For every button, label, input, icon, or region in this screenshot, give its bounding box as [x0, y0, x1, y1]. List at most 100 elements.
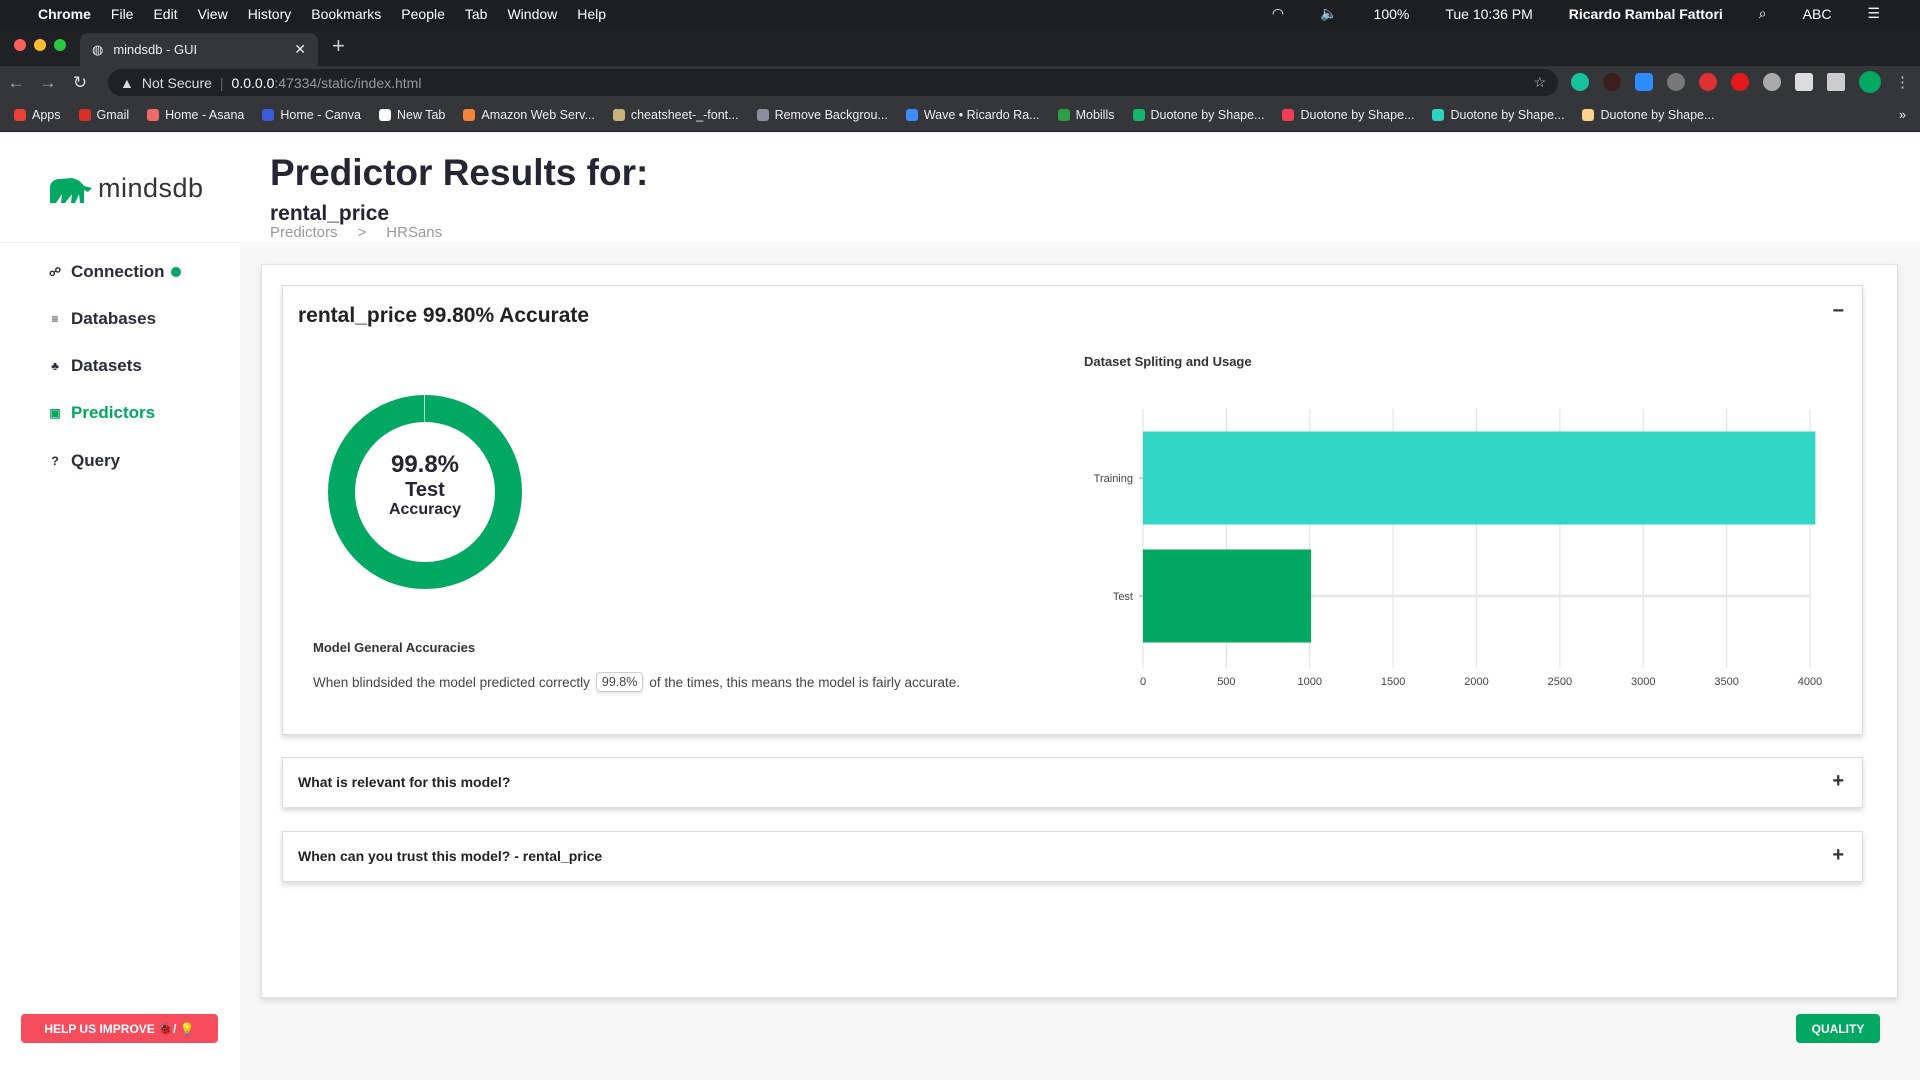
bookmark-favicon-icon [14, 109, 26, 121]
todoist-extension-icon[interactable] [1699, 73, 1717, 91]
extension-icon[interactable] [1667, 73, 1685, 91]
zoom-extension-icon[interactable] [1635, 73, 1653, 91]
expand-icon[interactable]: + [1832, 770, 1844, 792]
bookmark-favicon-icon [756, 109, 769, 121]
more-bookmarks-icon[interactable]: » [1899, 108, 1906, 122]
chrome-menu-icon[interactable]: ⋮ [1895, 74, 1910, 91]
puzzle-icon[interactable] [1795, 73, 1813, 91]
donut-arc [328, 395, 522, 589]
sidebar-item-label: Connection [71, 262, 165, 281]
bookmark-item[interactable]: Duotone by Shape... [1432, 108, 1564, 122]
extension-icon[interactable] [1763, 73, 1781, 91]
bookmark-favicon-icon [905, 109, 918, 121]
bookmark-item[interactable]: New Tab [378, 108, 446, 122]
maximize-window-button[interactable] [54, 39, 66, 51]
input-source[interactable]: ABC [1802, 5, 1832, 22]
bookmarks-bar: Apps Gmail Home - Asana Home - Canva New Tab… [0, 99, 1920, 132]
menu-app[interactable]: Chrome [38, 5, 91, 22]
sidebar-item-predictors[interactable]: ▣ Predictors [49, 403, 155, 423]
accordion-relevance[interactable]: What is relevant for this model? + [282, 757, 1863, 808]
accordion-trust[interactable]: When can you trust this model? - rental_… [282, 831, 1863, 882]
close-window-button[interactable] [14, 39, 26, 51]
tab-strip: ◍ mindsdb - GUI ✕ + [0, 27, 1920, 66]
menu-tab[interactable]: Tab [464, 5, 488, 22]
forward-icon[interactable]: → [39, 72, 57, 92]
y-category-label: Training [1094, 473, 1133, 485]
clock[interactable]: Tue 10:36 PM [1445, 5, 1533, 22]
sentence-post: of the times, this means the model is fa… [649, 674, 960, 690]
spotlight-icon[interactable]: ⌕ [1758, 5, 1767, 21]
expand-icon[interactable]: + [1832, 844, 1844, 866]
bookmark-item[interactable]: Duotone by Shape... [1132, 108, 1264, 122]
database-icon: ≡ [51, 312, 59, 326]
sidebar-item-label: Predictors [71, 403, 156, 422]
accuracy-pill: 99.8% [595, 672, 644, 692]
bookmark-item[interactable]: Duotone by Shape... [1582, 108, 1714, 122]
minimize-window-button[interactable] [34, 39, 46, 51]
menu-file[interactable]: File [110, 5, 134, 22]
tab-mindsdb[interactable]: ◍ mindsdb - GUI ✕ [80, 33, 318, 66]
logo-text: mindsdb [98, 173, 204, 203]
bookmark-item[interactable]: cheatsheet-_-font... [612, 108, 739, 122]
x-tick-label: 3500 [1714, 676, 1738, 688]
bookmark-label: Duotone by Shape... [1450, 108, 1565, 122]
extension-icon[interactable] [1603, 73, 1621, 91]
close-tab-icon[interactable]: ✕ [294, 41, 306, 57]
sidebar-item-query[interactable]: ? Query [49, 451, 120, 471]
bookmark-label: Home - Canva [280, 108, 361, 122]
sidebar-item-databases[interactable]: ≡ Databases [49, 309, 156, 329]
question-icon: ? [51, 454, 59, 468]
media-icon[interactable] [1827, 73, 1845, 91]
donut-line1: Test [405, 479, 445, 501]
profile-avatar[interactable] [1859, 71, 1881, 93]
mindsdb-logo[interactable]: mindsdb [48, 173, 204, 204]
menu-bookmarks[interactable]: Bookmarks [311, 5, 382, 22]
grammarly-extension-icon[interactable] [1571, 73, 1589, 91]
bookmark-item[interactable]: Duotone by Shape... [1282, 108, 1414, 122]
bookmark-item[interactable]: Amazon Web Serv... [463, 108, 595, 122]
breadcrumb-predictors[interactable]: Predictors [270, 224, 338, 241]
predictor-name: rental_price [270, 202, 390, 225]
x-tick-label: 2500 [1548, 676, 1572, 688]
help-us-improve-button[interactable]: HELP US IMPROVE 🐞/ 💡 [21, 1014, 218, 1043]
collapse-icon[interactable]: − [1832, 300, 1844, 322]
battery-status[interactable]: 100% [1373, 5, 1410, 22]
bookmark-item[interactable]: Home - Canva [262, 108, 361, 122]
menu-edit[interactable]: Edit [153, 5, 178, 22]
quality-button[interactable]: QUALITY [1796, 1014, 1880, 1043]
bookmark-item[interactable]: Remove Backgrou... [756, 108, 888, 122]
menu-view[interactable]: View [197, 5, 228, 22]
bookmark-item[interactable]: Home - Asana [147, 108, 244, 122]
sidebar-item-label: Query [71, 451, 121, 470]
menu-window[interactable]: Window [507, 5, 558, 22]
menu-help[interactable]: Help [577, 5, 607, 22]
bookmark-item[interactable]: Gmail [78, 108, 129, 122]
x-tick-label: 4000 [1798, 676, 1822, 688]
notification-center-icon[interactable]: ☰ [1867, 5, 1880, 21]
wifi-icon[interactable]: ◠ [1271, 5, 1285, 21]
url-input[interactable]: ▲ Not Secure | 0.0.0.0:47334/static/inde… [108, 69, 1558, 96]
bookmark-item[interactable]: Apps [14, 108, 61, 122]
bookmark-item[interactable]: Wave • Ricardo Ra... [905, 108, 1040, 122]
adblock-extension-icon[interactable] [1731, 73, 1749, 91]
bookmark-label: Mobills [1075, 108, 1115, 122]
new-tab-button[interactable]: + [332, 33, 345, 58]
reload-icon[interactable]: ↻ [72, 72, 88, 92]
user-name[interactable]: Ricardo Rambal Fattori [1568, 5, 1723, 22]
bookmark-label: New Tab [396, 108, 446, 122]
menu-history[interactable]: History [247, 5, 292, 22]
sidebar-item-label: Databases [71, 309, 157, 328]
volume-icon[interactable]: 🔈 [1320, 5, 1338, 21]
bookmark-star-icon[interactable]: ☆ [1533, 74, 1546, 90]
menu-people[interactable]: People [401, 5, 445, 22]
back-icon[interactable]: ← [7, 72, 25, 92]
bar-test [1143, 549, 1312, 643]
datasets-icon: ♣ [51, 359, 59, 373]
bookmark-item[interactable]: Mobills [1057, 108, 1115, 122]
sidebar-item-connection[interactable]: ☍ Connection [49, 262, 181, 282]
sidebar-item-datasets[interactable]: ♣ Datasets [49, 356, 142, 376]
x-tick-label: 0 [1140, 676, 1146, 688]
dataset-split-chart: 0 500 1000 1500 2000 2500 3000 3500 4000 Training… [1094, 409, 1822, 688]
breadcrumb-current: HRSans [386, 224, 443, 241]
bookmark-label: Home - Asana [165, 108, 245, 122]
